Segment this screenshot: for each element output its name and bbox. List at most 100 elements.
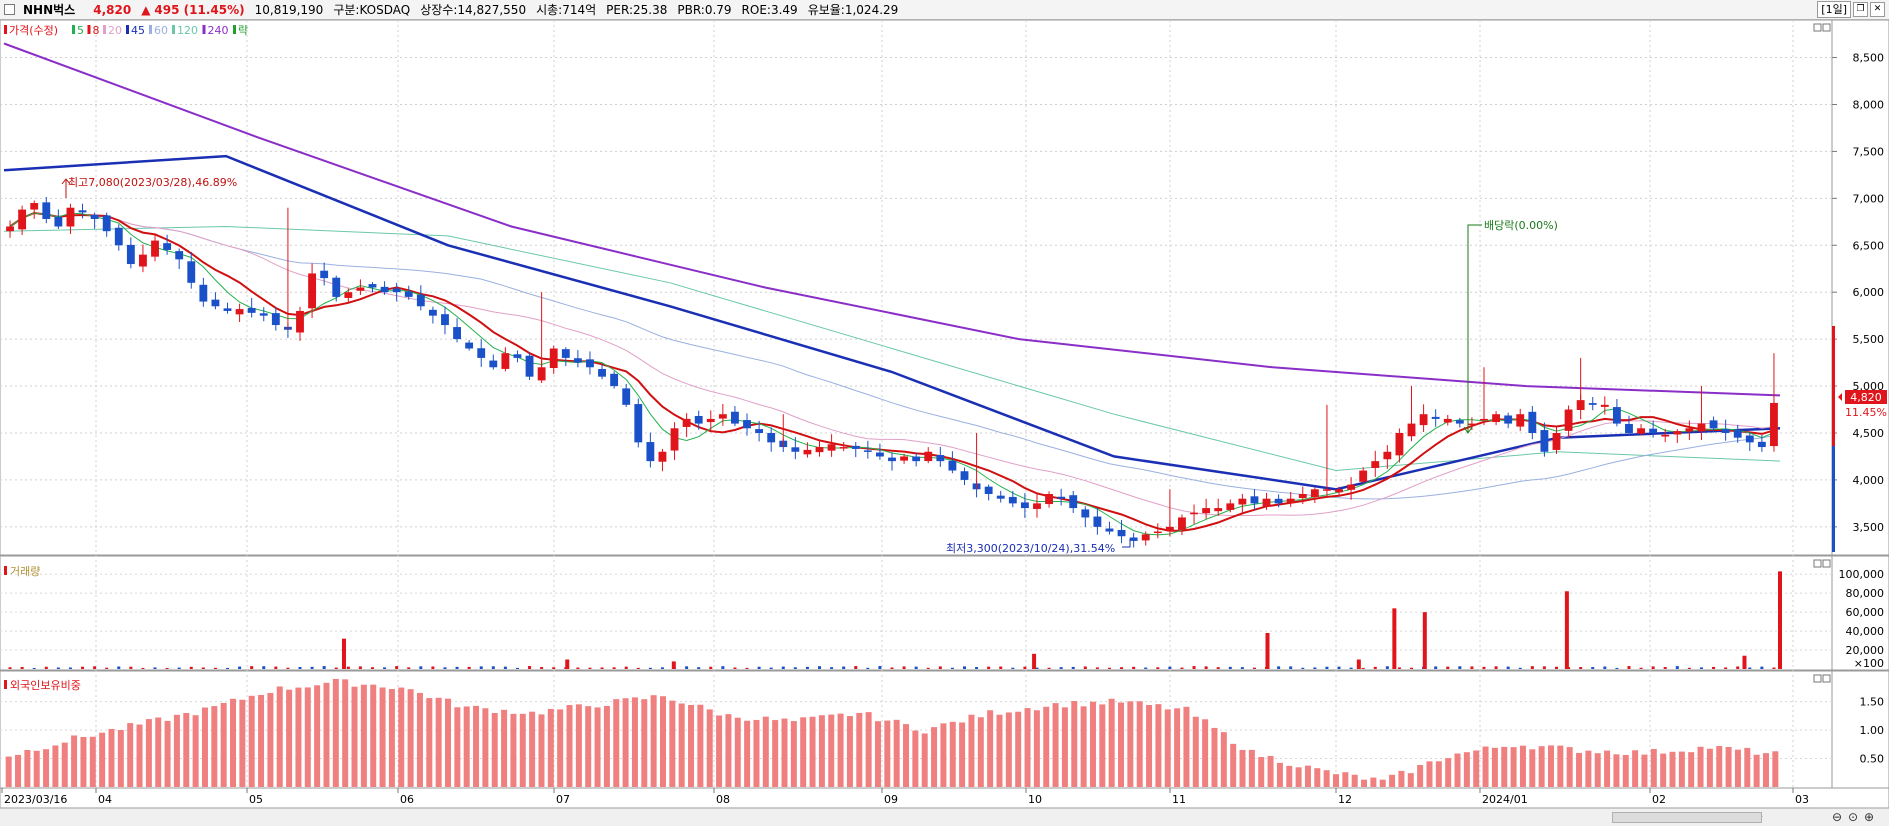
- foreign-ratio-bar: [192, 715, 199, 787]
- zoom-in-icon[interactable]: ⊕: [1864, 810, 1875, 824]
- volume-bar: [1083, 666, 1087, 669]
- candle-body: [1141, 534, 1150, 541]
- foreign-ratio-bar: [1632, 750, 1639, 787]
- price-tick-label: 3,500: [1853, 521, 1885, 534]
- foreign-ratio-bar: [1744, 747, 1751, 787]
- x-tick-label: 12: [1338, 793, 1352, 806]
- candle-body: [332, 277, 341, 297]
- candle-body: [815, 447, 824, 453]
- close-icon[interactable]: ✕: [1870, 2, 1885, 17]
- volume-bar: [1410, 667, 1414, 669]
- candle-body: [1178, 517, 1186, 530]
- period-button[interactable]: [1일]: [1817, 1, 1851, 18]
- x-grid: [95, 20, 1794, 788]
- foreign-ratio-bar: [547, 708, 554, 787]
- foreign-ratio-bar: [24, 749, 31, 787]
- foreign-ratio-bar: [603, 705, 610, 787]
- candle-body: [1588, 403, 1597, 405]
- foreign-ratio-bar: [659, 696, 666, 787]
- foreign-ratio-bar: [1650, 749, 1657, 787]
- ma120-line: [3, 225, 1781, 472]
- foreign-ratio-bar: [1155, 704, 1162, 787]
- candle-body: [1165, 526, 1174, 532]
- legend-item: 20: [108, 24, 122, 37]
- reserve-ratio: 유보율:1,024.29: [807, 3, 899, 17]
- volume-bar: [455, 666, 459, 669]
- foreign-ratio-bar: [1529, 749, 1536, 787]
- foreign-ratio-bar: [566, 705, 573, 787]
- foreign-ratio-bar: [716, 715, 723, 787]
- foreign-ratio-bar: [613, 699, 620, 787]
- candle-body: [66, 207, 75, 227]
- x-axis-labels: 2023/03/16 04 05 06 07 08 09 10 11 12 2024/01 02 03: [1, 788, 1809, 806]
- foreign-ratio-bar: [473, 705, 480, 787]
- foreign-ratio-bar: [398, 687, 405, 787]
- candle-body: [1721, 429, 1730, 433]
- candle-body: [1673, 431, 1682, 435]
- foreign-y-ticks: 1.50 1.00 0.50: [1860, 696, 1885, 766]
- candle-body: [1467, 423, 1476, 426]
- volume-bar: [854, 666, 858, 669]
- volume-bar: [383, 667, 387, 669]
- volume-bar: [189, 666, 193, 669]
- foreign-ratio-bar: [669, 700, 676, 787]
- foreign-ratio-bar: [1323, 770, 1330, 787]
- foreign-ratio-bar: [772, 720, 779, 787]
- candle-body: [175, 251, 184, 260]
- foreign-ratio-bar: [641, 699, 648, 787]
- candle-body: [634, 404, 643, 443]
- volume-bar: [830, 667, 834, 669]
- foreign-ratio-bar: [519, 713, 526, 787]
- candle-body: [259, 313, 268, 316]
- foreign-ratio-bar: [15, 754, 22, 787]
- volume-panel-buttons[interactable]: [1813, 559, 1831, 568]
- foreign-ratio-bar: [912, 730, 919, 787]
- x-tick-label: 11: [1172, 793, 1186, 806]
- foreign-ratio-bar: [996, 714, 1003, 787]
- volume-bar: [1325, 666, 1329, 669]
- volume-bar: [334, 667, 338, 669]
- foreign-ratio-bar: [1080, 706, 1087, 787]
- chart-scrollbar[interactable]: ▶ ⊖ ⊙ ⊕: [0, 808, 1889, 826]
- foreign-ratio-bar: [893, 719, 900, 787]
- candle-body: [851, 445, 860, 449]
- zoom-reset-icon[interactable]: ⊙: [1848, 810, 1859, 824]
- restore-icon[interactable]: ❐: [1853, 2, 1868, 17]
- foreign-ratio-bar: [1510, 747, 1517, 787]
- zoom-out-icon[interactable]: ⊖: [1832, 810, 1843, 824]
- candle-body: [139, 254, 147, 267]
- foreign-ratio-bar: [510, 713, 517, 787]
- x-tick-label: 09: [884, 793, 898, 806]
- foreign-ratio-bar: [949, 721, 956, 787]
- volume-bar: [1663, 667, 1667, 669]
- foreign-ratio-bar: [201, 707, 208, 787]
- candle-body: [1733, 430, 1742, 438]
- header-checkbox[interactable]: [4, 4, 15, 15]
- foreign-ratio-bar: [1566, 747, 1573, 787]
- candle-body: [791, 447, 800, 452]
- foreign-ratio-bar: [1015, 711, 1022, 787]
- candle-body: [694, 416, 703, 424]
- volume-bar: [1542, 666, 1546, 669]
- candle-body: [1492, 414, 1501, 423]
- foreign-panel-buttons[interactable]: [1813, 674, 1831, 683]
- scrollbar-thumb[interactable]: [1612, 812, 1762, 823]
- candle-body: [1419, 414, 1428, 426]
- candle-body: [1528, 411, 1537, 433]
- foreign-ratio-bar: [416, 692, 423, 787]
- candle-body: [1081, 509, 1090, 518]
- foreign-ratio-bar: [220, 702, 227, 787]
- legend-marker: [233, 25, 236, 34]
- legend-item: 240: [208, 24, 229, 37]
- volume-bar: [878, 666, 882, 669]
- candle-body: [1057, 496, 1066, 499]
- foreign-ratio-bar: [407, 689, 414, 787]
- volume-bar: [1120, 667, 1124, 669]
- legend-marker: [126, 25, 129, 34]
- volume-bar: [1434, 666, 1438, 669]
- candle-body: [561, 349, 570, 358]
- per-value: PER:25.38: [606, 2, 668, 17]
- foreign-ratio-bar: [1118, 702, 1125, 787]
- price-panel-buttons[interactable]: [1813, 23, 1831, 32]
